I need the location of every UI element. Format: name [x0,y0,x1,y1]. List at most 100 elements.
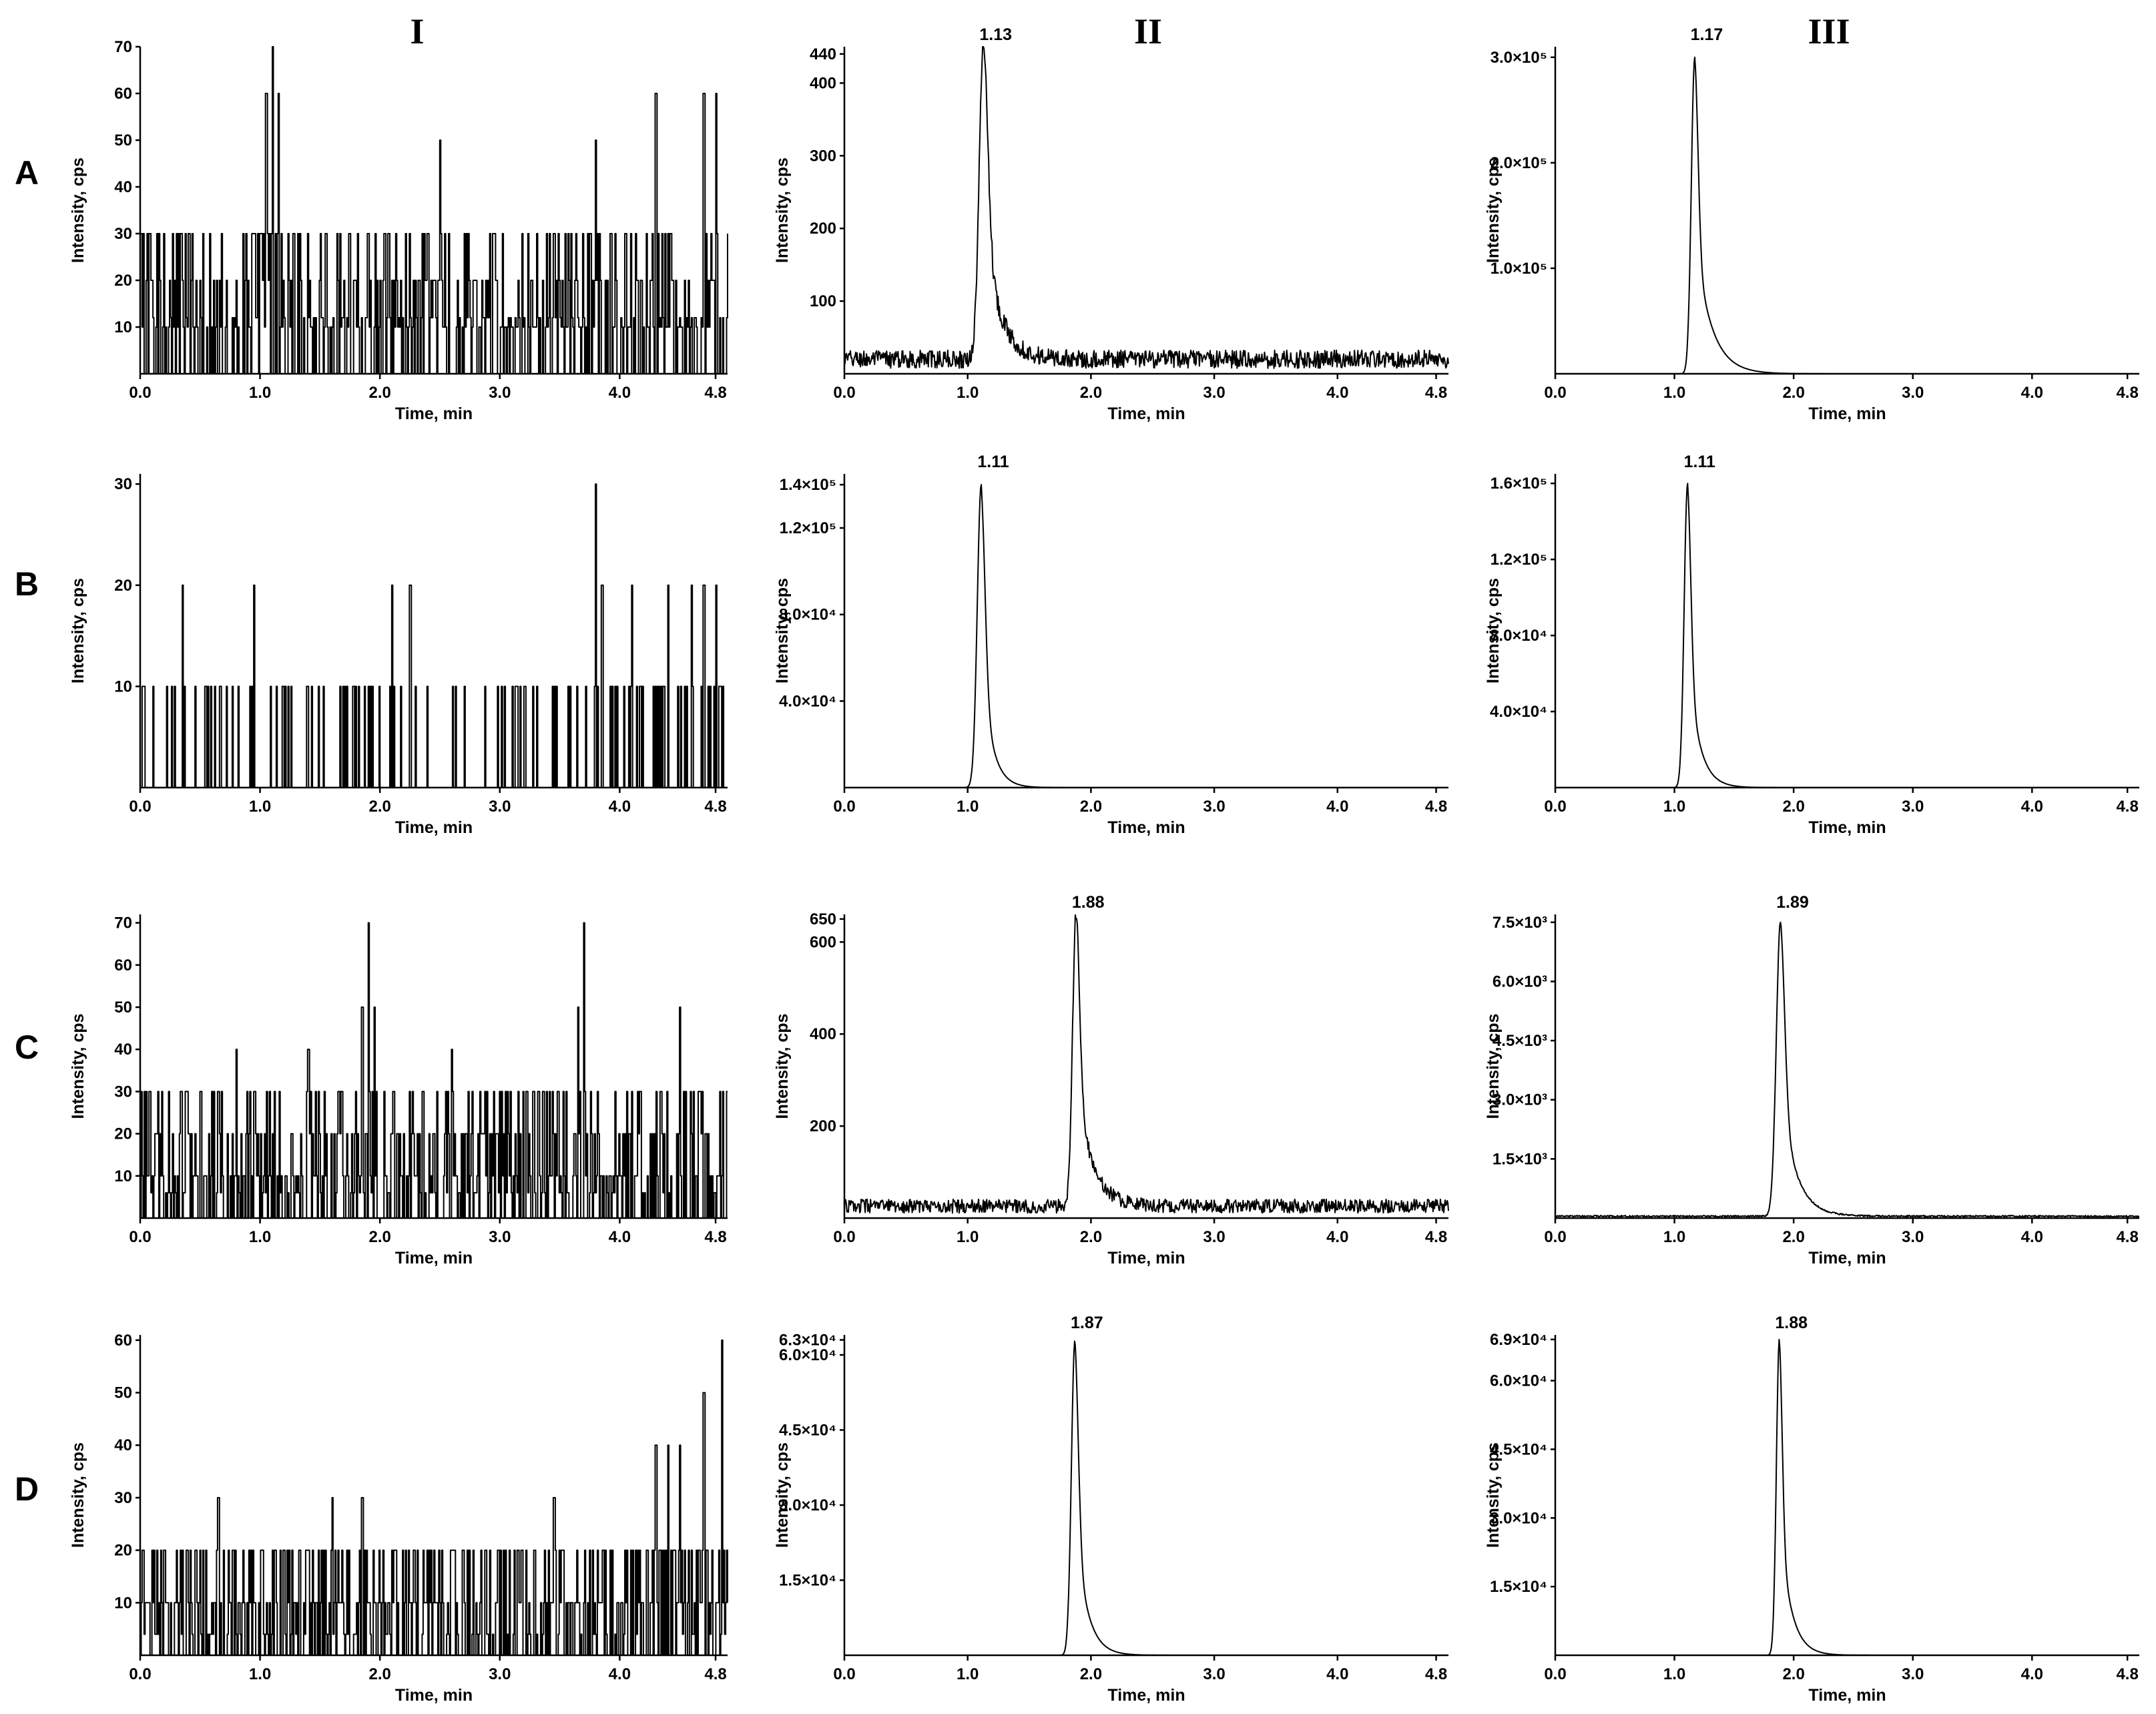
y-tick-label: 4.5×10⁴ [1490,1440,1547,1458]
y-axis-title: Intensity, cps [69,578,87,683]
x-tick-label: 4.0 [2021,1665,2043,1683]
x-axis-title: Time, min [1107,1249,1185,1267]
y-tick-label: 10 [114,1594,132,1612]
x-axis-title: Time, min [1808,818,1886,837]
x-tick-label: 2.0 [1080,1665,1102,1683]
x-tick-label: 4.8 [1425,1665,1447,1683]
chromatogram-trace [844,484,1448,788]
x-tick-label: 4.0 [1326,384,1348,402]
y-tick-label: 8.0×10⁴ [779,606,836,624]
x-tick-label: 3.0 [1203,798,1225,816]
y-tick-label: 4.5×10⁴ [779,1422,836,1440]
y-tick-label: 1.5×10⁴ [779,1572,836,1590]
x-tick-label: 4.8 [704,798,726,816]
x-tick-label: 0.0 [833,798,855,816]
y-tick-label: 6.3×10⁴ [779,1332,836,1350]
x-tick-label: 1.0 [249,1665,271,1683]
x-tick-label: 1.0 [957,1228,979,1246]
x-tick-label: 0.0 [833,1228,855,1246]
y-tick-label: 10 [114,318,132,336]
y-axis-title: Intensity, cps [773,1014,792,1119]
x-axis-title: Time, min [395,1249,473,1267]
x-tick-label: 4.0 [1326,1228,1348,1246]
row-label-C: C [15,1029,39,1066]
y-tick-label: 650 [810,910,836,928]
chromatogram-trace [140,483,728,788]
peak-retention-label: 1.13 [979,25,1012,44]
y-tick-label: 6.0×10³ [1493,972,1547,990]
x-tick-label: 3.0 [489,1665,511,1683]
y-tick-label: 6.9×10⁴ [1490,1331,1547,1349]
y-tick-label: 300 [810,147,836,165]
y-tick-label: 20 [114,1125,132,1143]
row-label-D: D [15,1470,39,1508]
peak-retention-label: 1.17 [1691,25,1723,44]
y-tick-label: 3.0×10⁵ [1491,49,1547,67]
x-tick-label: 4.0 [609,384,631,402]
y-tick-label: 30 [114,1489,132,1507]
column-label-II: II [1134,11,1162,51]
peak-retention-label: 1.88 [1072,893,1105,912]
y-tick-label: 40 [114,1436,132,1454]
panel-B-III: 0.0 1.0 2.0 3.0 4.0 4.8 4.0×10⁴ 8.0×10⁴ 1.2×10⁵ 1… [1484,453,2139,837]
panel-A-I: 0.0 1.0 2.0 3.0 4.0 4.8 10 20 30 40 50 60 70 Time, mi… [69,38,728,423]
x-axis-title: Time, min [395,1686,473,1705]
y-tick-label: 70 [114,38,132,56]
panel-C-III: 0.0 1.0 2.0 3.0 4.0 4.8 1.5×10³ 3.0×10³ 4.5×10³ 6… [1484,893,2139,1267]
peak-retention-label: 1.88 [1775,1314,1808,1332]
y-tick-label: 30 [114,225,132,243]
column-label-III: III [1808,11,1850,51]
x-axis-title: Time, min [395,404,473,423]
row-label-B: B [15,565,39,603]
x-axis-title: Time, min [1808,404,1886,423]
peak-retention-label: 1.87 [1071,1314,1103,1332]
y-axis-title: Intensity, cps [1484,1014,1503,1119]
y-tick-label: 70 [114,914,132,932]
y-tick-label: 1.5×10⁴ [1490,1578,1547,1596]
x-tick-label: 1.0 [1663,1228,1685,1246]
y-axis-title: Intensity, cps [773,158,792,263]
y-tick-label: 600 [810,933,836,951]
x-tick-label: 4.8 [1425,384,1447,402]
x-tick-label: 4.0 [609,798,631,816]
y-tick-label: 200 [810,1117,836,1135]
x-tick-label: 3.0 [489,798,511,816]
row-label-A: A [15,154,39,192]
x-tick-label: 1.0 [1663,1665,1685,1683]
x-tick-label: 1.0 [1663,798,1685,816]
x-tick-label: 2.0 [368,798,390,816]
y-tick-label: 10 [114,677,132,695]
y-axis-title: Intensity, cps [1484,1442,1503,1548]
y-tick-label: 60 [114,1332,132,1350]
x-tick-label: 4.0 [1326,798,1348,816]
x-tick-label: 4.8 [2116,798,2138,816]
y-tick-label: 3.0×10⁴ [1490,1509,1547,1527]
x-tick-label: 3.0 [1902,384,1924,402]
x-tick-label: 3.0 [1902,1228,1924,1246]
y-axis-title: Intensity, cps [773,578,792,683]
y-axis-title: Intensity, cps [69,1014,87,1119]
x-tick-label: 0.0 [129,384,151,402]
x-tick-label: 3.0 [1203,384,1225,402]
y-tick-label: 400 [810,1025,836,1043]
x-tick-label: 4.8 [704,1228,726,1246]
x-tick-label: 1.0 [1663,384,1685,402]
x-tick-label: 4.8 [2116,1228,2138,1246]
y-tick-label: 2.0×10⁵ [1491,154,1547,172]
y-tick-label: 50 [114,1384,132,1402]
x-tick-label: 0.0 [1544,384,1566,402]
x-tick-label: 0.0 [1544,1228,1566,1246]
y-tick-label: 4.0×10⁴ [779,692,836,710]
x-tick-label: 1.0 [957,1665,979,1683]
x-tick-label: 4.0 [2021,1228,2043,1246]
panel-A-III: 0.0 1.0 2.0 3.0 4.0 4.8 1.0×10⁵ 2.0×10⁵ 3.0×10⁵ T… [1484,25,2139,423]
y-tick-label: 8.0×10⁴ [1490,627,1547,645]
x-tick-label: 2.0 [1080,1228,1102,1246]
column-label-I: I [410,11,424,51]
x-tick-label: 2.0 [1782,798,1804,816]
y-tick-label: 30 [114,475,132,493]
x-tick-label: 2.0 [1782,384,1804,402]
y-tick-label: 1.2×10⁵ [1491,551,1547,569]
x-tick-label: 2.0 [368,384,390,402]
